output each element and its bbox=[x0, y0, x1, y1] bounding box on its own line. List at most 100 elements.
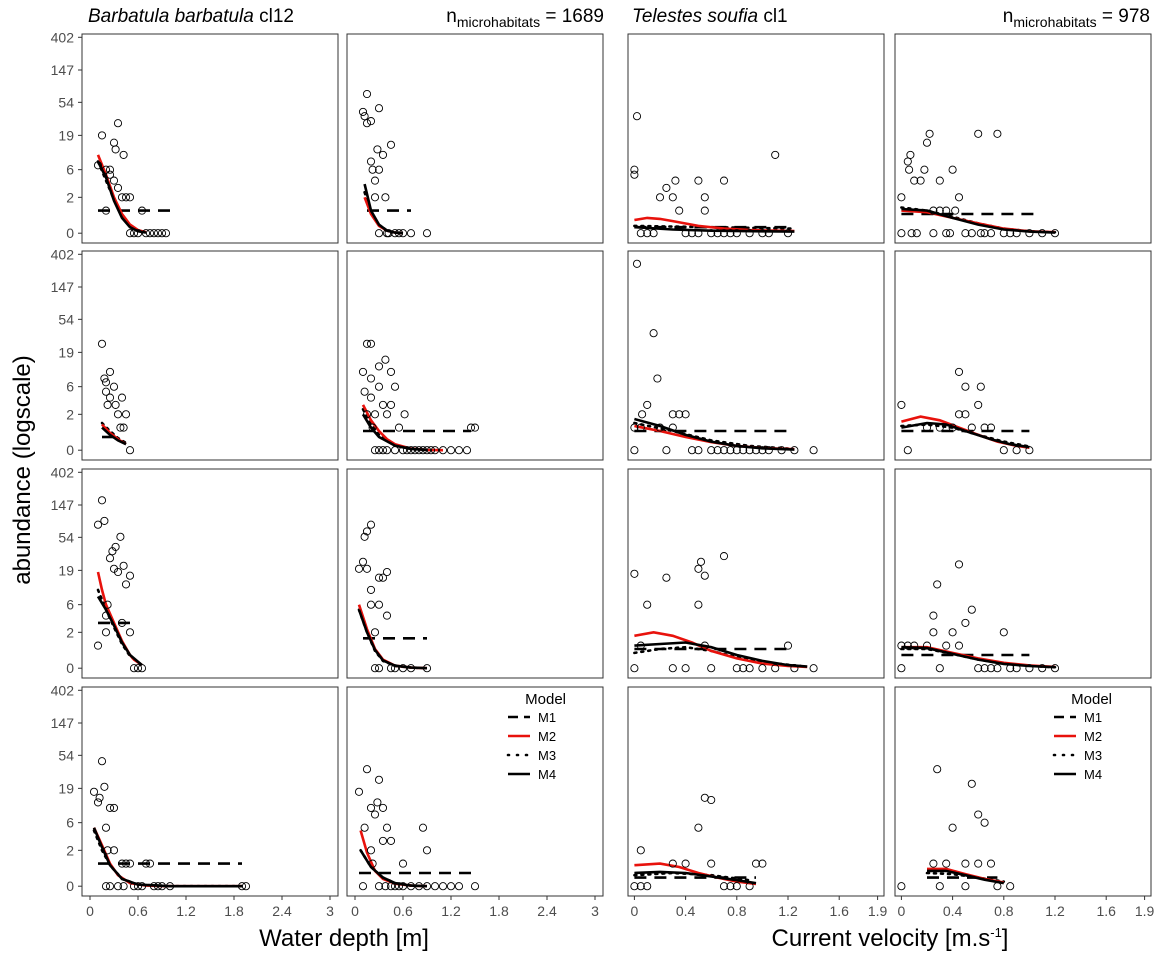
data-point bbox=[976, 229, 985, 238]
data-point bbox=[961, 859, 970, 868]
data-point bbox=[790, 664, 799, 673]
data-point bbox=[771, 664, 780, 673]
data-point bbox=[370, 446, 380, 455]
data-point bbox=[681, 664, 690, 673]
data-point bbox=[117, 618, 127, 627]
x-tick-label: 1.8 bbox=[489, 903, 509, 919]
data-point bbox=[764, 446, 773, 455]
data-point bbox=[398, 664, 408, 673]
data-point bbox=[370, 810, 380, 819]
panel-r3-c0 bbox=[81, 686, 339, 897]
data-point bbox=[630, 423, 639, 432]
data-point bbox=[97, 496, 107, 505]
data-point bbox=[398, 229, 408, 238]
data-point bbox=[109, 176, 119, 185]
data-point bbox=[643, 400, 652, 409]
data-point bbox=[386, 836, 396, 845]
data-point bbox=[758, 664, 767, 673]
data-point bbox=[414, 882, 424, 891]
data-point bbox=[157, 882, 167, 891]
data-point bbox=[643, 882, 652, 891]
data-point bbox=[103, 600, 112, 609]
data-point bbox=[93, 641, 103, 650]
data-point bbox=[925, 129, 934, 138]
data-point bbox=[694, 600, 703, 609]
y-tick-label: 402 bbox=[51, 464, 75, 480]
panel-frame bbox=[81, 250, 339, 461]
data-point bbox=[406, 446, 416, 455]
data-point bbox=[121, 859, 131, 868]
data-point bbox=[745, 664, 754, 673]
data-point bbox=[745, 882, 754, 891]
curve-m4 bbox=[634, 225, 795, 233]
data-point bbox=[732, 882, 741, 891]
data-point bbox=[366, 600, 376, 609]
data-point bbox=[153, 229, 163, 238]
curve-m4 bbox=[901, 421, 1030, 449]
data-point bbox=[630, 882, 639, 891]
data-point bbox=[916, 176, 925, 185]
panel-grid bbox=[81, 33, 1152, 897]
data-point bbox=[948, 423, 957, 432]
data-point bbox=[430, 446, 440, 455]
data-point bbox=[129, 664, 139, 673]
data-point bbox=[681, 410, 690, 419]
data-point bbox=[630, 664, 639, 673]
x-tick-label: 0.8 bbox=[994, 903, 1014, 919]
panel-frame bbox=[346, 686, 604, 897]
data-point bbox=[366, 585, 376, 594]
data-point bbox=[739, 446, 748, 455]
data-point bbox=[373, 145, 382, 154]
data-point bbox=[700, 641, 709, 650]
data-point bbox=[362, 410, 372, 419]
data-point bbox=[105, 165, 115, 174]
data-point bbox=[1012, 446, 1021, 455]
data-point bbox=[732, 664, 741, 673]
data-point bbox=[382, 611, 392, 620]
data-point bbox=[935, 423, 944, 432]
data-point bbox=[430, 882, 440, 891]
data-point bbox=[422, 229, 432, 238]
data-point bbox=[386, 400, 396, 409]
data-point bbox=[103, 846, 112, 855]
data-point bbox=[97, 757, 107, 766]
data-point bbox=[1038, 229, 1047, 238]
data-point bbox=[121, 193, 131, 202]
panel-frame bbox=[894, 686, 1152, 897]
data-point bbox=[406, 882, 416, 891]
panel-frame bbox=[346, 33, 604, 244]
panel-frame bbox=[81, 468, 339, 679]
data-point bbox=[771, 150, 780, 159]
panel-r0-c1 bbox=[346, 33, 604, 244]
data-point bbox=[470, 423, 480, 432]
data-point bbox=[374, 664, 384, 673]
data-point bbox=[700, 571, 709, 580]
data-point bbox=[929, 229, 938, 238]
y-tick-label: 19 bbox=[58, 344, 74, 360]
data-point bbox=[161, 229, 171, 238]
data-point bbox=[933, 765, 942, 774]
panel-r2-c2 bbox=[627, 468, 885, 679]
legend-label-m3: M3 bbox=[1084, 748, 1102, 763]
panel-frame bbox=[627, 250, 885, 461]
data-point bbox=[961, 410, 970, 419]
data-point bbox=[974, 810, 983, 819]
data-point bbox=[93, 520, 103, 529]
data-point bbox=[149, 882, 159, 891]
data-point bbox=[961, 229, 970, 238]
panel-frame bbox=[627, 686, 885, 897]
data-point bbox=[374, 104, 384, 113]
data-point bbox=[125, 628, 135, 637]
data-point bbox=[974, 400, 983, 409]
data-point bbox=[671, 176, 680, 185]
data-point bbox=[370, 628, 380, 637]
data-point bbox=[101, 823, 111, 832]
data-point bbox=[109, 382, 119, 391]
data-point bbox=[117, 859, 127, 868]
data-point bbox=[418, 823, 428, 832]
panel-r1-c1 bbox=[346, 250, 604, 461]
data-point bbox=[113, 410, 123, 419]
data-point bbox=[438, 446, 448, 455]
data-point bbox=[700, 193, 709, 202]
